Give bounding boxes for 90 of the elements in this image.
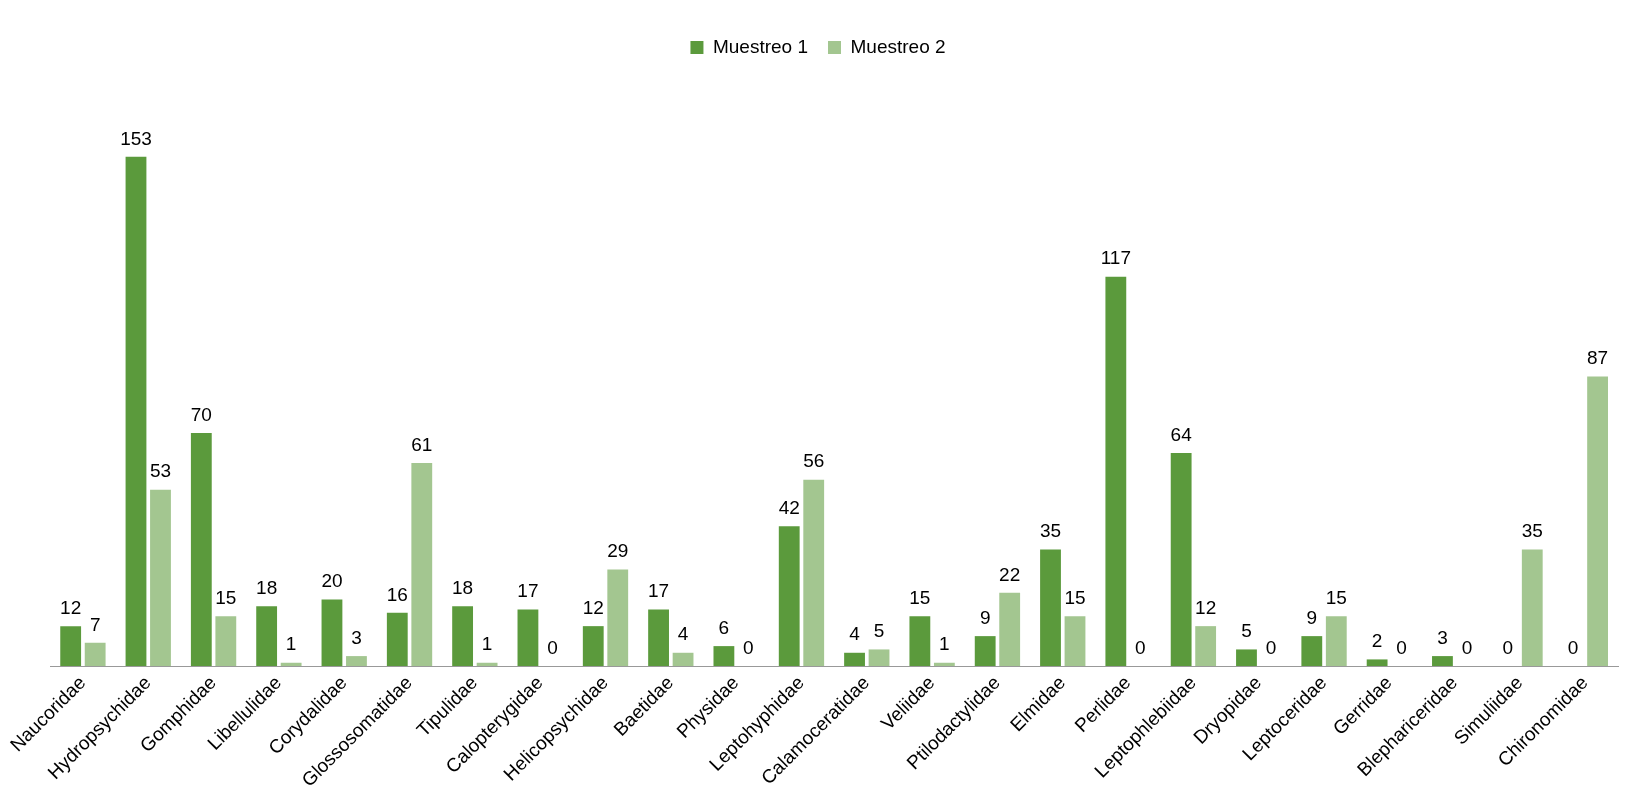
data-label: 64 — [1170, 423, 1193, 445]
data-label: 35 — [1039, 520, 1062, 542]
data-label: 4 — [677, 623, 689, 645]
bar — [452, 606, 474, 667]
bar — [909, 616, 931, 667]
bar — [1366, 659, 1388, 667]
data-label: 0 — [1567, 636, 1579, 658]
data-label: 87 — [1587, 347, 1609, 369]
bar — [933, 662, 955, 667]
data-label: 1 — [285, 633, 297, 655]
data-label: 12 — [60, 596, 82, 618]
bar — [1195, 626, 1217, 667]
data-label: 9 — [979, 606, 991, 628]
data-label: 70 — [190, 403, 212, 425]
data-label: 15 — [1325, 586, 1347, 608]
data-label: 153 — [120, 127, 152, 149]
bar — [1236, 649, 1257, 667]
data-label: 2 — [1371, 630, 1383, 652]
bar — [1432, 656, 1453, 667]
data-label: 0 — [547, 636, 558, 658]
data-label: 0 — [743, 636, 754, 658]
data-label: 117 — [1100, 247, 1131, 269]
data-label: 3 — [1437, 626, 1448, 648]
bar — [1170, 453, 1192, 667]
legend-label: Muestreo 2 — [850, 35, 946, 57]
bar — [125, 156, 147, 667]
bar — [84, 642, 106, 667]
bar — [1587, 376, 1608, 667]
data-label: 17 — [648, 580, 670, 602]
bar — [974, 636, 996, 667]
bar — [280, 662, 302, 667]
data-label: 15 — [1064, 586, 1086, 608]
data-label: 42 — [778, 497, 800, 519]
bar — [517, 609, 539, 667]
bar — [868, 649, 890, 667]
bar — [648, 609, 669, 667]
bar — [386, 612, 408, 667]
data-label: 12 — [1195, 596, 1217, 618]
bar — [346, 656, 367, 667]
bar — [150, 489, 171, 667]
bar — [999, 592, 1021, 667]
data-label: 7 — [89, 613, 101, 635]
data-label: 0 — [1502, 636, 1514, 658]
data-label: 29 — [607, 540, 629, 562]
data-label: 4 — [849, 623, 861, 645]
bar — [256, 606, 278, 667]
bar — [1105, 276, 1127, 667]
data-label: 0 — [1396, 636, 1407, 658]
bar — [1521, 549, 1543, 667]
data-label: 20 — [321, 570, 343, 592]
data-label: 0 — [1265, 636, 1277, 658]
data-label: 9 — [1306, 606, 1318, 628]
bar — [321, 599, 343, 667]
bar — [60, 626, 82, 667]
bar — [803, 479, 825, 667]
data-label: 12 — [582, 596, 604, 618]
bar — [607, 569, 629, 667]
data-label: 6 — [718, 616, 730, 638]
data-label: 0 — [1135, 636, 1146, 658]
legend-label: Muestreo 1 — [712, 35, 808, 57]
bar — [1040, 549, 1061, 667]
bar — [713, 646, 735, 667]
bar — [1064, 616, 1086, 667]
data-label: 3 — [351, 626, 362, 648]
data-label: 1 — [481, 633, 493, 655]
bar — [215, 616, 237, 667]
data-label: 5 — [1241, 620, 1252, 642]
data-label: 5 — [873, 620, 885, 642]
data-label: 18 — [452, 576, 474, 598]
data-label: 56 — [803, 450, 825, 472]
bar — [476, 662, 498, 667]
data-label: 53 — [149, 460, 172, 482]
bar — [411, 463, 433, 667]
data-label: 1 — [939, 633, 950, 655]
bar — [190, 433, 212, 667]
bar — [1301, 636, 1323, 667]
data-label: 16 — [386, 583, 408, 605]
data-label: 35 — [1521, 520, 1543, 542]
data-label: 0 — [1461, 636, 1473, 658]
data-label: 15 — [909, 586, 931, 608]
data-label: 18 — [256, 576, 278, 598]
bar — [672, 652, 694, 667]
bar — [778, 526, 800, 667]
data-label: 15 — [215, 586, 237, 608]
data-label: 22 — [999, 563, 1021, 585]
bar — [582, 626, 604, 667]
data-label: 61 — [411, 433, 433, 455]
bar — [844, 652, 865, 667]
bar — [1325, 616, 1347, 667]
data-label: 17 — [517, 580, 539, 602]
